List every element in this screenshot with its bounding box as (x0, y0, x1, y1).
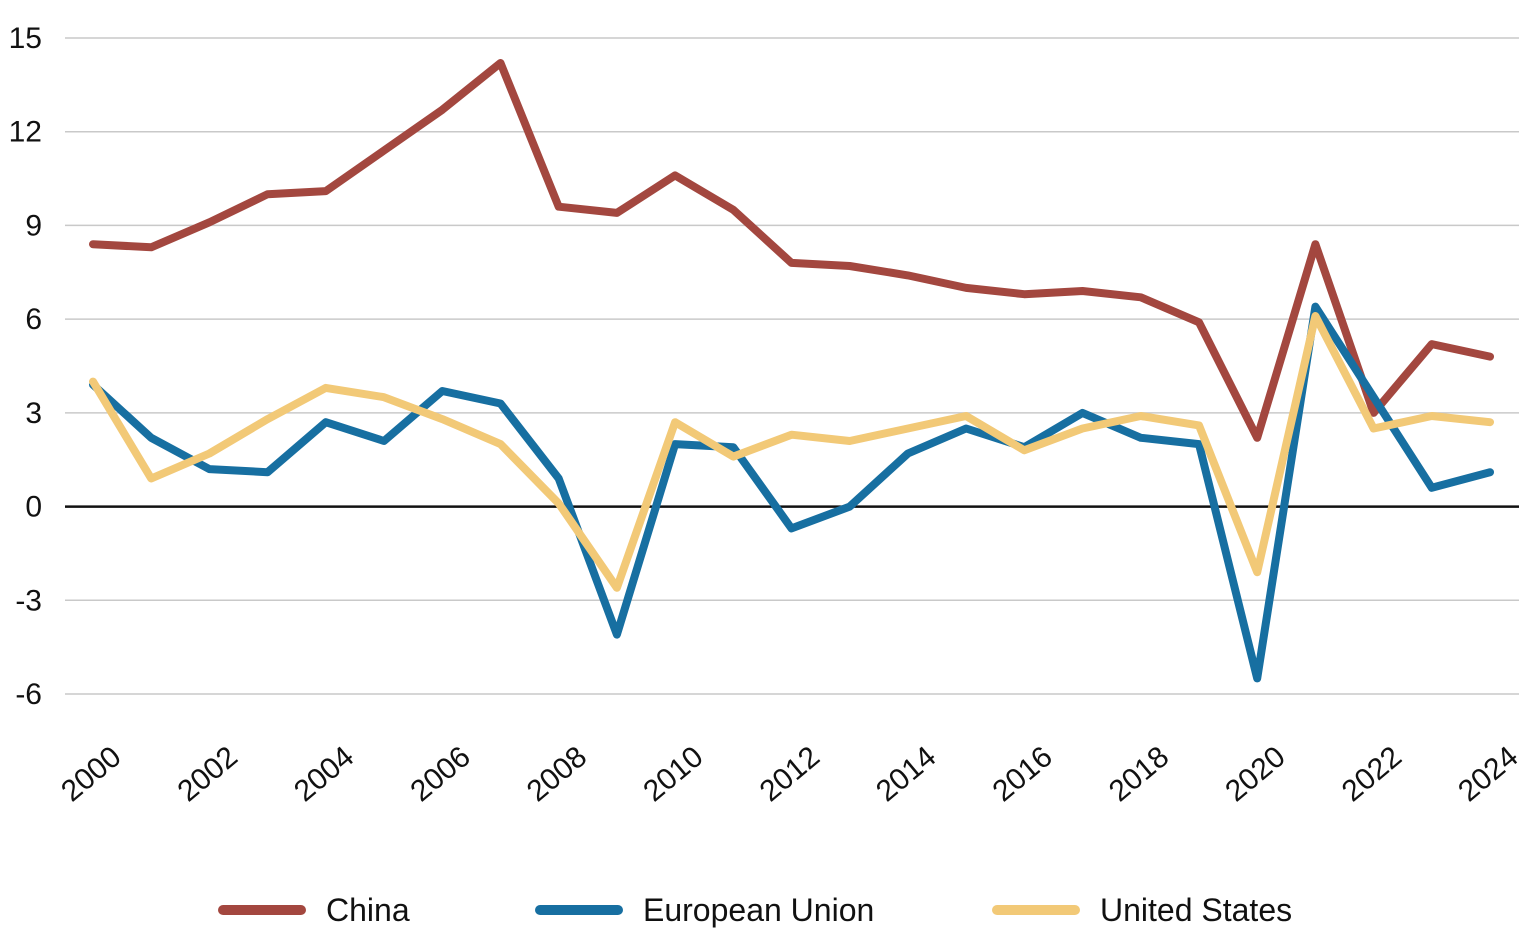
series-lines (89, 59, 1494, 683)
y-tick-label: -6 (15, 678, 42, 711)
legend-swatch-european-union (535, 905, 623, 915)
x-tick-label: 2014 (870, 740, 942, 808)
x-tick-label: 2022 (1336, 740, 1408, 808)
x-tick-label: 2008 (521, 740, 593, 808)
gridlines (65, 37, 1519, 695)
legend-swatch-china (218, 905, 306, 915)
x-tick-label: 2000 (55, 740, 127, 808)
y-tick-label: 12 (9, 116, 42, 149)
legend-label-china: China (326, 891, 410, 928)
y-axis-tick-labels: 15 12 9 6 3 0 -3 -6 (9, 22, 42, 711)
y-tick-label: 3 (25, 397, 42, 430)
y-tick-label: 6 (25, 303, 42, 336)
legend-swatch-united-states (992, 905, 1080, 915)
x-tick-label: 2006 (404, 740, 476, 808)
x-tick-label: 2012 (754, 740, 826, 808)
x-tick-label: 2002 (172, 740, 244, 808)
y-tick-label: 0 (25, 491, 42, 524)
series-line-china (89, 59, 1494, 442)
x-axis-tick-labels: 2000 2002 2004 2006 2008 2010 2012 2014 2016 2018… (55, 740, 1524, 808)
y-tick-label: 15 (9, 22, 42, 55)
legend: China European Union United States (0, 880, 1536, 940)
series-line-european-union (89, 302, 1494, 683)
legend-item-united-states: United States (992, 888, 1292, 932)
x-tick-label: 2020 (1219, 740, 1291, 808)
x-tick-label: 2004 (288, 740, 360, 808)
x-tick-label: 2016 (986, 740, 1058, 808)
y-tick-label: 9 (25, 209, 42, 242)
x-tick-label: 2018 (1103, 740, 1175, 808)
legend-label-united-states: United States (1100, 891, 1293, 928)
x-tick-label: 2010 (637, 740, 709, 808)
legend-label-european-union: European Union (643, 891, 875, 928)
x-tick-label: 2024 (1452, 740, 1524, 808)
legend-item-china: China (218, 888, 410, 932)
series-line-united-states (89, 312, 1494, 592)
legend-item-european-union: European Union (535, 888, 874, 932)
y-tick-label: -3 (15, 584, 42, 617)
